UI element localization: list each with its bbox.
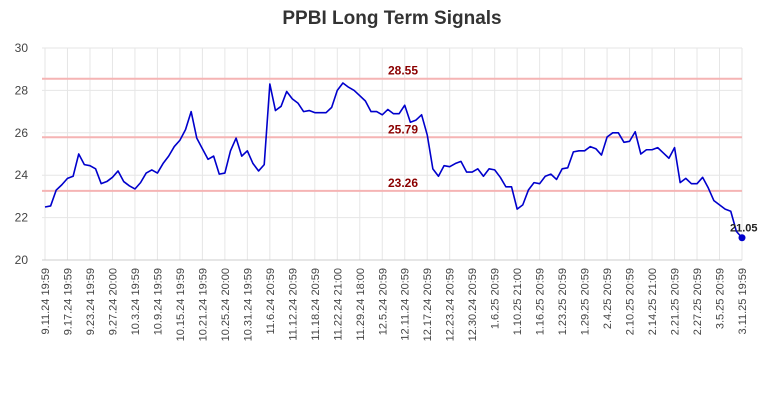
x-tick-label: 11.6.24 20:59 (265, 268, 277, 334)
x-tick-label: 9.27.24 20:00 (107, 268, 119, 335)
x-tick-label: 2.21.25 20:59 (670, 268, 682, 335)
x-tick-label: 2.27.25 20:59 (692, 268, 704, 335)
x-tick-label: 10.25.24 20:00 (220, 268, 232, 341)
last-price-point (738, 234, 746, 242)
x-tick-label: 12.30.24 20:59 (467, 268, 479, 341)
x-tick-label: 11.18.24 20:59 (310, 268, 322, 341)
x-tick-label: 9.17.24 19:59 (62, 268, 74, 335)
x-tick-label: 1.29.25 20:59 (580, 268, 592, 335)
last-price-label: 21.05 (730, 223, 758, 235)
y-tick-label: 22 (15, 211, 29, 225)
y-tick-label: 28 (15, 83, 29, 97)
x-tick-label: 2.4.25 20:59 (602, 268, 614, 329)
x-tick-label: 10.21.24 19:59 (197, 268, 209, 341)
x-tick-label: 3.11.25 19:59 (737, 268, 749, 334)
y-tick-label: 20 (15, 253, 29, 267)
x-tick-label: 9.11.24 19:59 (40, 268, 52, 334)
x-tick-label: 1.6.25 20:59 (490, 268, 502, 329)
chart-title: PPBI Long Term Signals (282, 8, 502, 29)
signal-line-label: 28.55 (388, 64, 418, 78)
y-tick-label: 24 (15, 168, 29, 182)
axes: 20 22 24 26 28 30 9.11.24 19:59 9.17.24 19:59 9.… (15, 41, 749, 341)
x-tick-label: 11.12.24 20:59 (287, 268, 299, 341)
y-tick-label: 26 (15, 126, 29, 140)
x-tick-label: 3.5.25 20:59 (715, 268, 727, 329)
x-tick-label: 11.29.24 18:00 (355, 268, 367, 341)
x-tick-label: 1.23.25 20:59 (557, 268, 569, 335)
series-layer (44, 82, 746, 242)
y-tick-label: 30 (15, 41, 29, 55)
x-tick-label: 12.17.24 20:59 (422, 268, 434, 341)
labels-layer: 28.55 25.79 23.26 21.05 (388, 64, 758, 235)
reference-lines (42, 77, 742, 192)
x-tick-label: 10.15.24 19:59 (175, 268, 187, 341)
x-tick-label: 2.10.25 20:59 (625, 268, 637, 335)
price-series-line (44, 82, 743, 239)
x-tick-label: 9.23.24 19:59 (85, 268, 97, 335)
x-tick-label: 2.14.25 21:00 (647, 268, 659, 335)
x-tick-label: 11.22.24 21:00 (332, 268, 344, 341)
signal-line-label: 23.26 (388, 176, 418, 190)
x-tick-label: 1.10.25 21:00 (512, 268, 524, 335)
x-tick-label: 12.11.24 20:59 (400, 268, 412, 341)
x-tick-label: 10.3.24 19:59 (130, 268, 142, 335)
signal-line-label: 25.79 (388, 122, 418, 136)
x-tick-label: 10.31.24 19:59 (242, 268, 254, 341)
x-tick-label: 12.5.24 20:59 (377, 268, 389, 335)
grid-lines (42, 47, 743, 261)
x-tick-label: 12.23.24 20:59 (445, 268, 457, 341)
x-tick-label: 10.9.24 19:59 (152, 268, 164, 335)
x-tick-label: 1.16.25 20:59 (535, 268, 547, 335)
